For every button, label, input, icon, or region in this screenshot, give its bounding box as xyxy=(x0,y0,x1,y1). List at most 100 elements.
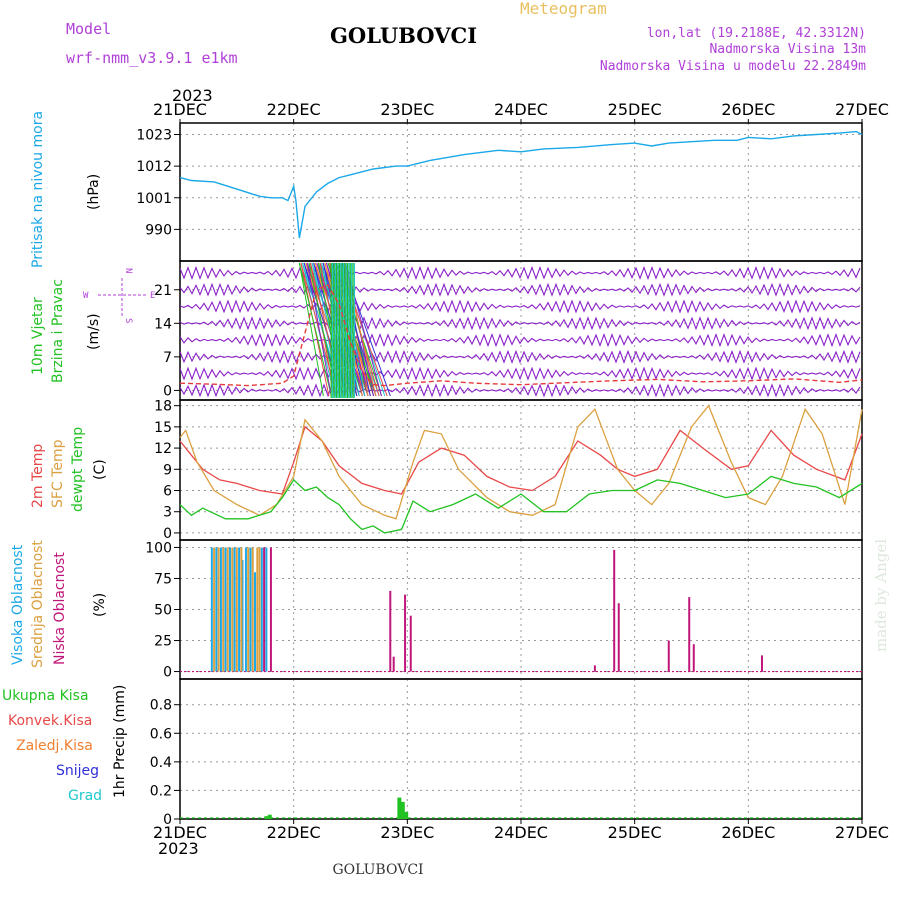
precip-legend-hail: Grad xyxy=(68,788,102,804)
x-tick-label-bottom: 24DEC xyxy=(494,823,548,842)
temp-legend-2m: 2m Temp xyxy=(30,444,46,508)
y-tick-label: 6 xyxy=(163,484,172,500)
wind-barb-row xyxy=(180,366,861,381)
y-tick-label: 1001 xyxy=(136,191,172,207)
y-tick-label: 14 xyxy=(154,316,172,332)
wind-barb-row xyxy=(180,349,861,365)
wind-storm-barb xyxy=(298,262,324,397)
y-tick-label: 0 xyxy=(163,812,172,828)
precip-bar xyxy=(404,811,409,819)
x-tick-label-top: 27DEC xyxy=(835,100,889,119)
year-top: 2023 xyxy=(172,86,213,105)
wind-speed-line xyxy=(179,284,863,387)
wind-barb-row xyxy=(180,332,861,348)
precip-bar xyxy=(267,814,272,819)
cloud-legend-mid: Srednja Oblacnost xyxy=(30,540,46,668)
wind-barb-row xyxy=(180,316,861,331)
model-label: Model xyxy=(66,20,111,38)
panel-frame xyxy=(179,399,863,541)
x-tick-label-bottom: 25DEC xyxy=(608,823,662,842)
y-tick-label: 12 xyxy=(154,441,172,457)
y-tick-label: 0.6 xyxy=(150,726,172,742)
wind-storm-barb xyxy=(298,262,332,397)
precip-unit: 1hr Precip (mm) xyxy=(112,685,128,798)
credit-text: made by Angel xyxy=(872,539,890,652)
y-tick-label: 7 xyxy=(163,350,172,366)
x-tick-label-bottom: 21DEC xyxy=(153,823,207,842)
precip-legend-frozen: Zaledj.Kisa xyxy=(16,738,93,754)
product-title: Meteogram xyxy=(520,0,607,18)
y-tick-label: 75 xyxy=(154,571,172,587)
altitude-label: Nadmorska Visina 13m xyxy=(709,42,866,57)
temp-unit: (C) xyxy=(92,459,108,480)
station-title: GOLUBOVCI xyxy=(330,23,477,48)
x-tick-label-top: 24DEC xyxy=(494,100,548,119)
x-tick-label-top: 23DEC xyxy=(380,100,434,119)
y-tick-label: 0 xyxy=(163,526,172,542)
y-tick-label: 21 xyxy=(154,283,172,299)
panel-frame xyxy=(179,122,863,262)
model-name: wrf-nmm_v3.9.1 e1km xyxy=(66,49,238,67)
wind-barbs xyxy=(180,262,861,398)
year-bottom: 2023 xyxy=(158,839,199,858)
wind-unit: (m/s) xyxy=(86,313,102,350)
cloud-legend-high: Visoka Oblacnost xyxy=(10,544,26,665)
precip-legend-snow: Snijeg xyxy=(56,763,99,779)
wind-ylabel-sub: Brzina i Pravac xyxy=(50,279,66,383)
compass-west: W xyxy=(83,291,89,301)
tsfc-line xyxy=(179,404,863,520)
precip-bar xyxy=(264,816,269,819)
footer-station: GOLUBOVCI xyxy=(332,862,423,878)
dewpt-line xyxy=(179,475,863,534)
y-tick-label: 1012 xyxy=(136,159,172,175)
cloud-unit: (%) xyxy=(92,593,108,617)
compass-north: N xyxy=(123,268,133,273)
x-tick-label-bottom: 26DEC xyxy=(721,823,775,842)
y-tick-label: 15 xyxy=(154,420,172,436)
wind-barb-row xyxy=(180,265,861,281)
y-tick-label: 990 xyxy=(145,222,172,238)
t2m-line xyxy=(179,425,863,495)
x-tick-label-bottom: 22DEC xyxy=(267,823,321,842)
wind-compass: N E S W xyxy=(83,268,155,323)
pressure-line xyxy=(179,130,863,239)
y-tick-label: 0.2 xyxy=(150,783,172,799)
cloud-legend-low: Niska Oblacnost xyxy=(52,552,68,665)
y-tick-label: 1023 xyxy=(136,128,172,144)
precip-legend-conv: Konvek.Kisa xyxy=(8,713,92,729)
wind-barb-row xyxy=(180,299,861,314)
precip-bar xyxy=(397,797,402,819)
y-tick-label: 9 xyxy=(163,462,172,478)
y-tick-label: 50 xyxy=(154,603,172,619)
temp-legend-dewpt: dewpt Temp xyxy=(70,427,86,512)
x-tick-label-bottom: 27DEC xyxy=(835,823,889,842)
y-tick-label: 3 xyxy=(163,505,172,521)
temp-legend-sfc: SFC Temp xyxy=(50,439,66,508)
y-tick-label: 100 xyxy=(145,540,172,556)
pressure-ylabel: Pritisak na nivou mora xyxy=(30,111,46,268)
y-tick-label: 0.8 xyxy=(150,698,172,714)
pressure-unit: (hPa) xyxy=(86,174,102,210)
wind-barb-row xyxy=(180,282,861,297)
compass-east: E xyxy=(150,291,155,301)
x-tick-label-top: 26DEC xyxy=(721,100,775,119)
precip-bar xyxy=(400,801,405,819)
x-tick-label-top: 22DEC xyxy=(267,100,321,119)
compass-south: S xyxy=(123,318,133,323)
y-tick-label: 0 xyxy=(163,665,172,681)
model-altitude-label: Nadmorska Visina u modelu 22.2849m xyxy=(600,59,866,74)
x-tick-label-top: 21DEC xyxy=(153,100,207,119)
panel-frame xyxy=(179,678,863,820)
wind-storm-barb xyxy=(306,262,332,397)
x-tick-label-bottom: 23DEC xyxy=(380,823,434,842)
precip-legend-total: Ukupna Kisa xyxy=(2,688,89,704)
y-tick-label: 0.4 xyxy=(150,755,172,771)
x-tick-label-top: 25DEC xyxy=(608,100,662,119)
plot-area: 21DEC 21DEC 22DEC 22DEC 23DEC 23DEC 24DEC 24DEC… xyxy=(136,100,889,842)
y-tick-label: 0 xyxy=(163,383,172,399)
wind-ylabel-main: 10m Vjetar xyxy=(30,297,46,375)
wind-barb-row xyxy=(180,383,861,398)
lonlat-label: lon,lat (19.2188E, 42.3312N) xyxy=(647,26,866,41)
y-tick-label: 25 xyxy=(154,634,172,650)
